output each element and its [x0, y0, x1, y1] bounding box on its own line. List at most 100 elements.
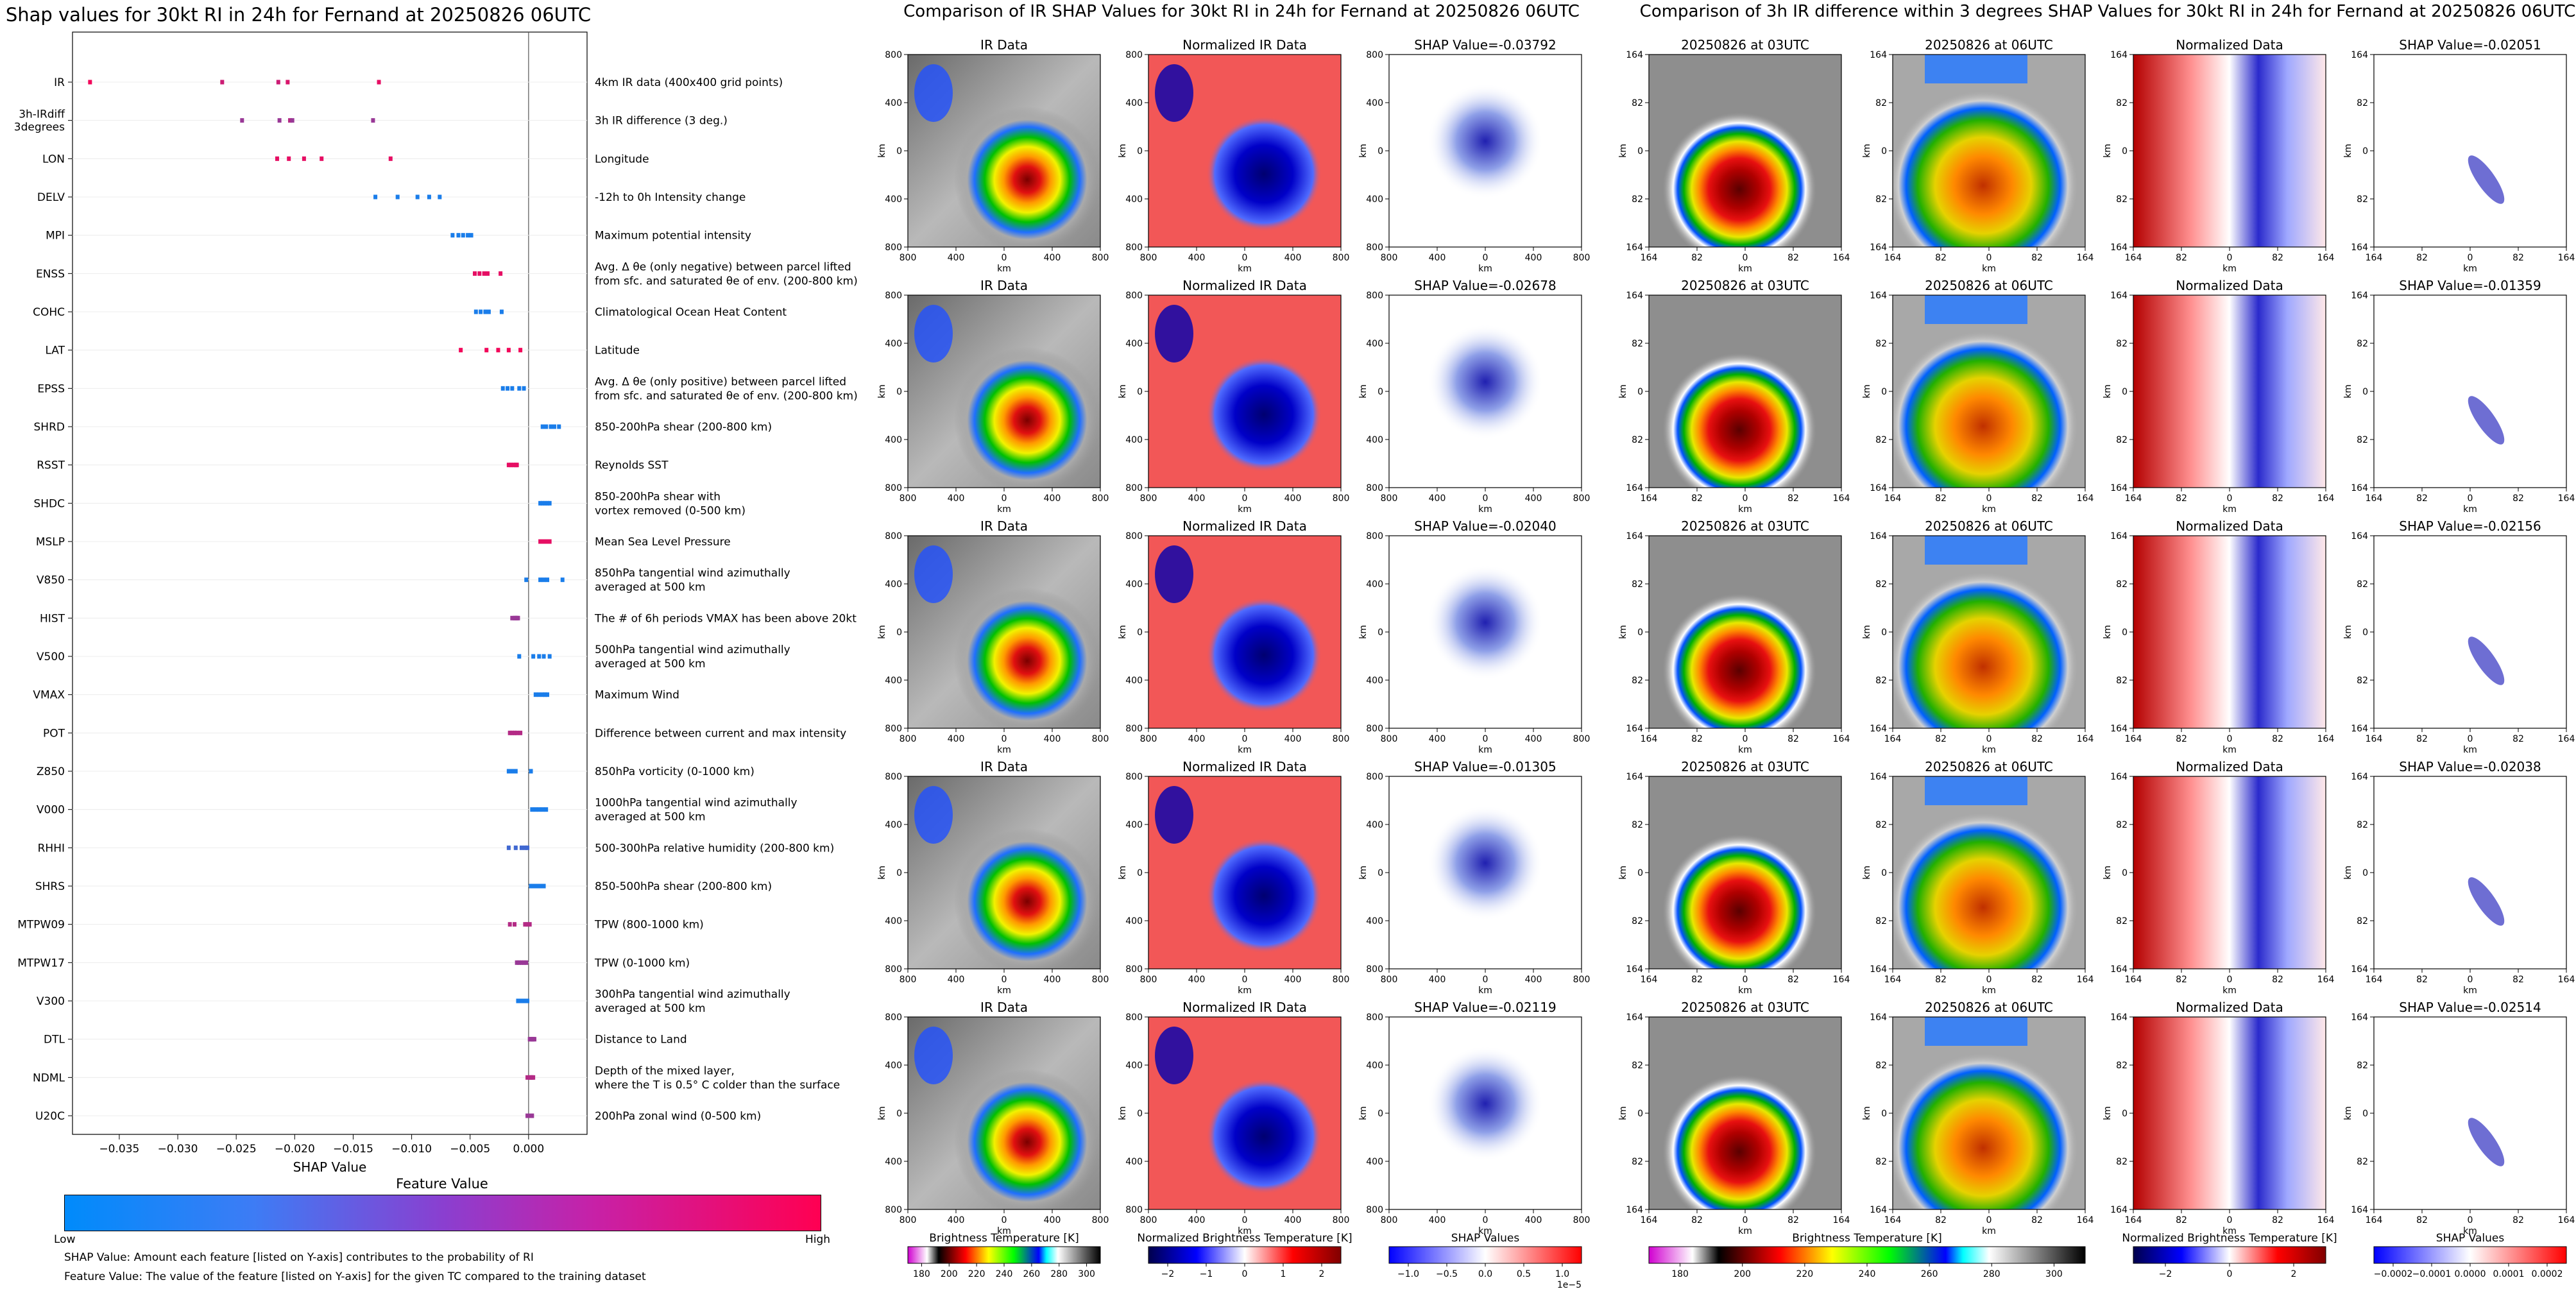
x-axis-label: km [2463, 1226, 2477, 1236]
panel-title: IR Data [980, 278, 1028, 293]
y-tick-label: 82 [2116, 435, 2128, 445]
normalized-storm [1148, 55, 1341, 247]
x-axis-label: km [2463, 986, 2477, 996]
x-tick-label: 82 [1787, 975, 1799, 985]
y-tick-label: 164 [2110, 291, 2128, 301]
colorbar-tick-label: 2 [1319, 1269, 1325, 1279]
shap-point [529, 769, 533, 774]
x-tick-label: 0 [1743, 975, 1748, 985]
y-tick-label: 800 [1125, 1012, 1143, 1023]
ir-shap-blob [1389, 776, 1582, 969]
colorbar-tick-label: −0.0002 [2374, 1269, 2413, 1279]
x-tick-label: 0 [1002, 253, 1007, 263]
y-tick-label: 164 [1870, 531, 1887, 542]
panel-title: 20250826 at 03UTC [1681, 759, 1809, 774]
x-tick-label: 164 [1884, 975, 1902, 985]
x-tick-label: 82 [1935, 493, 1947, 504]
y-tick-label: 0 [2122, 387, 2128, 397]
shap-point [461, 233, 465, 238]
x-tick-label: 82 [1935, 253, 1947, 263]
y-tick-label: 82 [2357, 1157, 2368, 1167]
x-tick-label: 800 [1381, 734, 1398, 744]
shap-point [544, 424, 549, 429]
ir-data-image [908, 295, 1100, 488]
shap-point [538, 577, 543, 583]
y-tick-label: 82 [1875, 194, 1887, 205]
feature-description: from sfc. and saturated θe of env. (200-… [595, 275, 858, 287]
y-tick-label: 82 [1875, 339, 1887, 349]
feature-description: 850hPa vorticity (0-1000 km) [595, 765, 755, 778]
y-tick-label: 400 [1366, 1061, 1383, 1071]
panel-frame [2373, 1016, 2567, 1210]
normalized-ir-image [1148, 776, 1341, 969]
x-tick-label: 164 [2317, 493, 2335, 504]
x-tick-label: 0 [2227, 975, 2233, 985]
panel-title: 20250826 at 06UTC [1925, 759, 2053, 774]
x-tick-label: 82 [2416, 493, 2428, 504]
shap-point [515, 730, 519, 735]
y-tick-label: 0 [1137, 387, 1143, 397]
y-tick-label: 400 [1125, 1061, 1143, 1071]
x-tick-label: 82 [2416, 1215, 2428, 1225]
ir-data-image [908, 55, 1100, 247]
x-tick-label: 0 [2468, 734, 2473, 744]
x-tick-label: 82 [2176, 975, 2187, 985]
shap-beeswarm-chart: −0.035 −0.030 −0.025 −0.020 −0.015 −0.010 −0.0… [14, 31, 858, 1175]
y-axis-label: km [1118, 1106, 1128, 1120]
y-tick-label: 164 [1870, 1205, 1887, 1215]
x-tick-label: 82 [1935, 734, 1947, 744]
x-axis-label: SHAP Value [293, 1159, 367, 1175]
x-tick-label: 400 [1044, 493, 1061, 504]
y-tick-label: 82 [1875, 916, 1887, 926]
y-axis-label: km [1862, 1106, 1872, 1120]
shap-point [286, 80, 290, 85]
y-tick-label: 0 [2362, 387, 2368, 397]
diff-shap-image [2374, 776, 2566, 969]
x-tick-label: 164 [1833, 1215, 1850, 1225]
x-tick-label: −0.030 [158, 1143, 198, 1156]
x-tick-label: 400 [1044, 1215, 1061, 1225]
x-tick-label: 400 [1188, 975, 1206, 985]
feature-description: averaged at 500 km [595, 581, 706, 594]
ir-cloud-band [914, 1027, 953, 1084]
x-tick-label: 400 [1188, 734, 1206, 744]
shap-point [486, 271, 490, 276]
x-axis-label: km [2222, 504, 2237, 515]
panel-title: SHAP Value=-0.02678 [1414, 278, 1556, 293]
x-tick-label: 82 [2031, 493, 2043, 504]
cloud-06utc [1925, 776, 2027, 805]
y-tick-label: 800 [1366, 964, 1383, 975]
panel-frame [1388, 54, 1582, 248]
y-axis-label: km [877, 866, 887, 880]
x-tick-label: 400 [1044, 253, 1061, 263]
y-axis-label: km [1118, 144, 1128, 158]
y-tick-label: 164 [1626, 772, 1643, 782]
y-tick-label: 82 [1632, 339, 1643, 349]
colorbar [1648, 1246, 2086, 1264]
panel-frame [2133, 776, 2326, 969]
feature-description: 500-300hPa relative humidity (200-800 km… [595, 842, 834, 855]
shap-point [523, 845, 527, 850]
x-tick-label: 800 [1333, 253, 1350, 263]
y-tick-label: 800 [885, 772, 902, 782]
y-tick-label: 800 [1125, 964, 1143, 975]
feature-label: HIST [40, 612, 65, 625]
x-tick-label: 82 [2416, 734, 2428, 744]
feature-label: V300 [37, 995, 65, 1008]
shap-point [539, 884, 543, 889]
y-tick-label: 164 [1626, 483, 1643, 493]
x-tick-label: 164 [2366, 975, 2383, 985]
panel-title: SHAP Value=-0.02156 [2399, 518, 2541, 534]
x-tick-label: 82 [2512, 975, 2524, 985]
colorbar-tick-label: 0 [1242, 1269, 1248, 1279]
y-axis-label: km [877, 384, 887, 398]
y-tick-label: 164 [1870, 1012, 1887, 1023]
x-tick-label: 400 [1044, 975, 1061, 985]
feature-description: from sfc. and saturated θe of env. (200-… [595, 389, 858, 402]
x-tick-label: 400 [1188, 253, 1206, 263]
panel-title: Normalized Data [2176, 278, 2283, 293]
colorbar-label: Brightness Temperature [K] [929, 1232, 1079, 1245]
panel-title: 20250826 at 06UTC [1925, 1000, 2053, 1015]
feature-label: RHHI [38, 842, 65, 855]
shap-point [530, 1113, 534, 1118]
